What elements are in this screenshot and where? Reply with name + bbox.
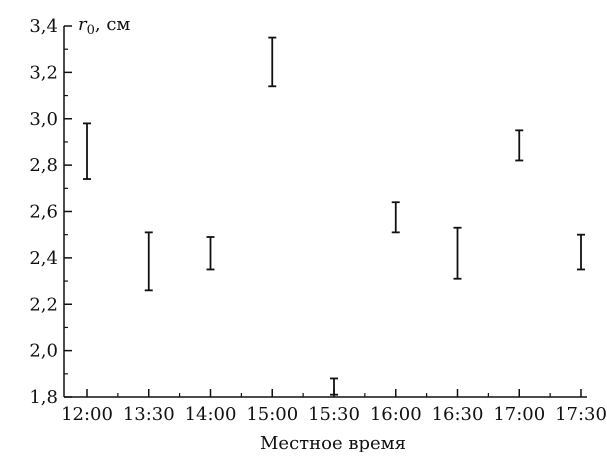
error-bar [144, 231, 153, 292]
y-tick-label: 1,8 [29, 387, 58, 408]
y-tick-label: 2,0 [29, 341, 58, 362]
y-tick-label: 2,8 [29, 155, 58, 176]
error-bar [515, 129, 524, 162]
axes [63, 26, 587, 398]
error-bar [330, 377, 338, 396]
y-tick-label: 2,4 [29, 248, 58, 269]
error-bars [83, 36, 585, 396]
error-bar [577, 233, 585, 271]
y-axis-title: r0, см [78, 14, 130, 38]
y-tick-label: 3,4 [29, 16, 58, 37]
x-tick-label: 15:30 [308, 404, 360, 425]
y-tick-label: 3,0 [29, 109, 58, 130]
x-tick-label: 15:00 [246, 404, 298, 425]
x-tick-label: 12:00 [61, 404, 113, 425]
y-tick-label: 3,2 [29, 62, 58, 83]
y-tick-label: 2,2 [29, 294, 58, 315]
x-tick-label: 17:30 [555, 404, 607, 425]
y-tick-label: 2,6 [29, 202, 58, 223]
y-axis-title-subscript: 0 [87, 23, 95, 38]
error-bar [83, 122, 91, 180]
error-bar [206, 236, 215, 271]
error-bar [268, 36, 277, 88]
x-tick-label: 14:00 [185, 404, 237, 425]
ticks: 1,8 2,0 2,2 2,4 2,6 2,8 3,0 3,2 3,4 12:00 13:30 14:… [29, 16, 607, 425]
x-tick-label: 16:00 [370, 404, 422, 425]
x-tick-label: 17:00 [493, 404, 545, 425]
error-bar [391, 201, 400, 234]
error-bar [453, 226, 462, 280]
x-axis-title: Местное время [260, 433, 406, 452]
y-axis-title-symbol: r [78, 14, 88, 35]
x-tick-label: 13:30 [123, 404, 175, 425]
x-tick-label: 16:30 [432, 404, 484, 425]
y-axis-title-unit: , см [95, 14, 131, 35]
